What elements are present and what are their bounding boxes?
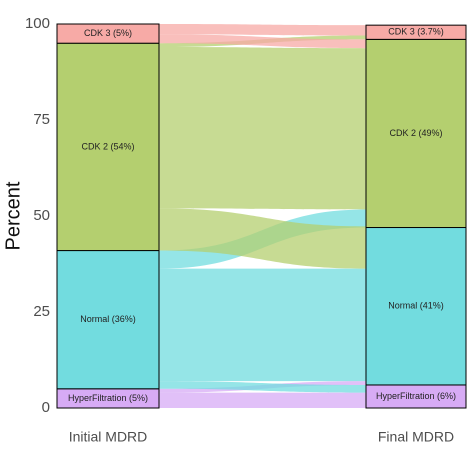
stratum-label: HyperFiltration (5%) (68, 393, 148, 403)
stratum-label: CDK 2 (49%) (389, 128, 442, 138)
x-axis-label: Final MDRD (378, 429, 454, 445)
stratum (56, 250, 160, 390)
flow (159, 268, 366, 382)
stratum-label: Normal (41%) (388, 301, 444, 311)
flow (159, 24, 366, 36)
stratum (56, 23, 160, 44)
y-axis-title: Percent (2, 181, 24, 250)
flow (159, 47, 366, 210)
stratum-label: CDK 2 (54%) (81, 141, 134, 151)
stratum (365, 227, 467, 386)
stratum-label: Normal (36%) (80, 314, 136, 324)
stratum-label: CDK 3 (5%) (84, 28, 132, 38)
stratum (56, 42, 160, 252)
stratum (365, 24, 467, 40)
stratum (365, 38, 467, 229)
y-tick-label: 0 (42, 399, 50, 416)
flow (159, 392, 366, 408)
flow (159, 381, 366, 393)
y-tick-label: 100 (25, 15, 50, 32)
y-tick-label: 50 (33, 207, 50, 224)
x-axis-label: Initial MDRD (69, 429, 148, 445)
y-tick-label: 75 (33, 111, 50, 128)
flow (159, 34, 366, 49)
y-tick-label: 25 (33, 303, 50, 320)
stratum-label: HyperFiltration (6%) (376, 391, 456, 401)
flow (159, 208, 366, 269)
stratum-label: CDK 3 (3.7%) (388, 27, 444, 37)
